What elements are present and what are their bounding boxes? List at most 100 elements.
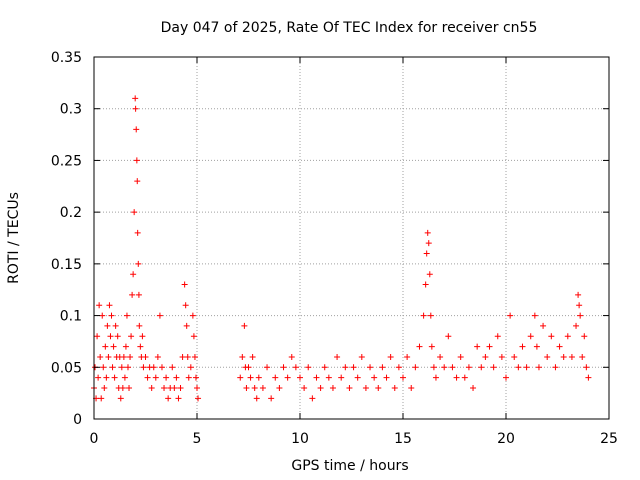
- data-point: [400, 374, 406, 381]
- data-points: [91, 95, 592, 402]
- data-point: [133, 126, 140, 133]
- data-point: [297, 374, 303, 381]
- data-point: [412, 364, 419, 371]
- data-point: [367, 364, 374, 371]
- data-point: [445, 333, 452, 340]
- data-point: [112, 322, 119, 329]
- data-point: [404, 353, 411, 360]
- data-point: [175, 395, 182, 402]
- data-point: [581, 333, 588, 340]
- data-point: [137, 343, 144, 350]
- data-point: [95, 374, 102, 381]
- data-point: [268, 395, 275, 402]
- data-point: [432, 374, 439, 381]
- data-point: [158, 364, 165, 371]
- data-point: [177, 384, 184, 391]
- data-point: [139, 333, 146, 340]
- data-point: [560, 353, 567, 360]
- y-axis: 0 0.05 0.1 0.15 0.2 0.25 0.3 0.35: [51, 50, 609, 428]
- data-point: [272, 374, 279, 381]
- data-point: [150, 364, 157, 371]
- x-tick-label: 10: [291, 431, 309, 447]
- data-point: [453, 374, 460, 381]
- y-tick-label: 0.15: [51, 257, 82, 273]
- data-point: [552, 364, 559, 371]
- data-point: [126, 384, 133, 391]
- data-point: [182, 302, 189, 309]
- data-point: [165, 395, 172, 402]
- data-point: [416, 343, 423, 350]
- data-point: [171, 384, 178, 391]
- data-point: [533, 343, 540, 350]
- data-point: [577, 312, 584, 319]
- data-point: [564, 333, 571, 340]
- data-point: [123, 312, 130, 319]
- data-point: [111, 374, 118, 381]
- data-point: [109, 364, 116, 371]
- data-point: [135, 291, 142, 298]
- data-point: [383, 374, 390, 381]
- data-point: [342, 364, 349, 371]
- y-tick-label: 0.3: [60, 102, 82, 118]
- y-tick-label: 0.25: [51, 153, 82, 169]
- data-point: [354, 374, 361, 381]
- data-point: [391, 384, 398, 391]
- data-point: [284, 374, 291, 381]
- data-point: [424, 229, 431, 236]
- data-point: [130, 271, 137, 278]
- data-point: [350, 364, 357, 371]
- data-point: [457, 353, 464, 360]
- data-point: [154, 353, 161, 360]
- data-point: [156, 312, 163, 319]
- data-point: [239, 353, 246, 360]
- data-point: [128, 333, 135, 340]
- data-point: [134, 178, 141, 185]
- data-point: [108, 312, 115, 319]
- data-point: [317, 384, 324, 391]
- data-point: [140, 364, 147, 371]
- data-point: [494, 333, 501, 340]
- data-point: [98, 395, 105, 402]
- data-point: [131, 209, 138, 216]
- data-point: [152, 374, 159, 381]
- data-point: [247, 374, 254, 381]
- data-point: [122, 343, 129, 350]
- data-point: [423, 250, 430, 257]
- grid-lines: [94, 57, 609, 419]
- data-point: [118, 364, 125, 371]
- data-point: [441, 364, 448, 371]
- data-point: [301, 384, 308, 391]
- data-point: [163, 374, 170, 381]
- data-point: [194, 384, 200, 391]
- data-point: [527, 333, 534, 340]
- data-point: [503, 374, 509, 381]
- data-point: [575, 291, 582, 298]
- data-point: [321, 364, 328, 371]
- data-point: [426, 271, 433, 278]
- data-point: [134, 229, 141, 236]
- data-point: [490, 364, 497, 371]
- data-point: [105, 353, 112, 360]
- data-point: [465, 364, 472, 371]
- data-point: [251, 384, 258, 391]
- data-point: [136, 322, 143, 329]
- data-point: [148, 384, 155, 391]
- y-tick-label: 0.35: [51, 50, 82, 66]
- data-point: [425, 240, 432, 247]
- data-point: [329, 384, 336, 391]
- data-point: [187, 364, 194, 371]
- data-point: [121, 374, 128, 381]
- data-point: [100, 364, 107, 371]
- x-axis: 0 5 10 15 20 25: [90, 57, 618, 447]
- data-point: [507, 312, 514, 319]
- chart-title: Day 047 of 2025, Rate Of TEC Index for r…: [161, 20, 538, 36]
- data-point: [243, 384, 250, 391]
- data-point: [96, 302, 103, 309]
- data-point: [181, 281, 188, 288]
- data-point: [183, 322, 190, 329]
- data-point: [184, 353, 191, 360]
- data-point: [102, 343, 109, 350]
- data-point: [309, 395, 316, 402]
- data-point: [249, 353, 256, 360]
- data-point: [371, 374, 378, 381]
